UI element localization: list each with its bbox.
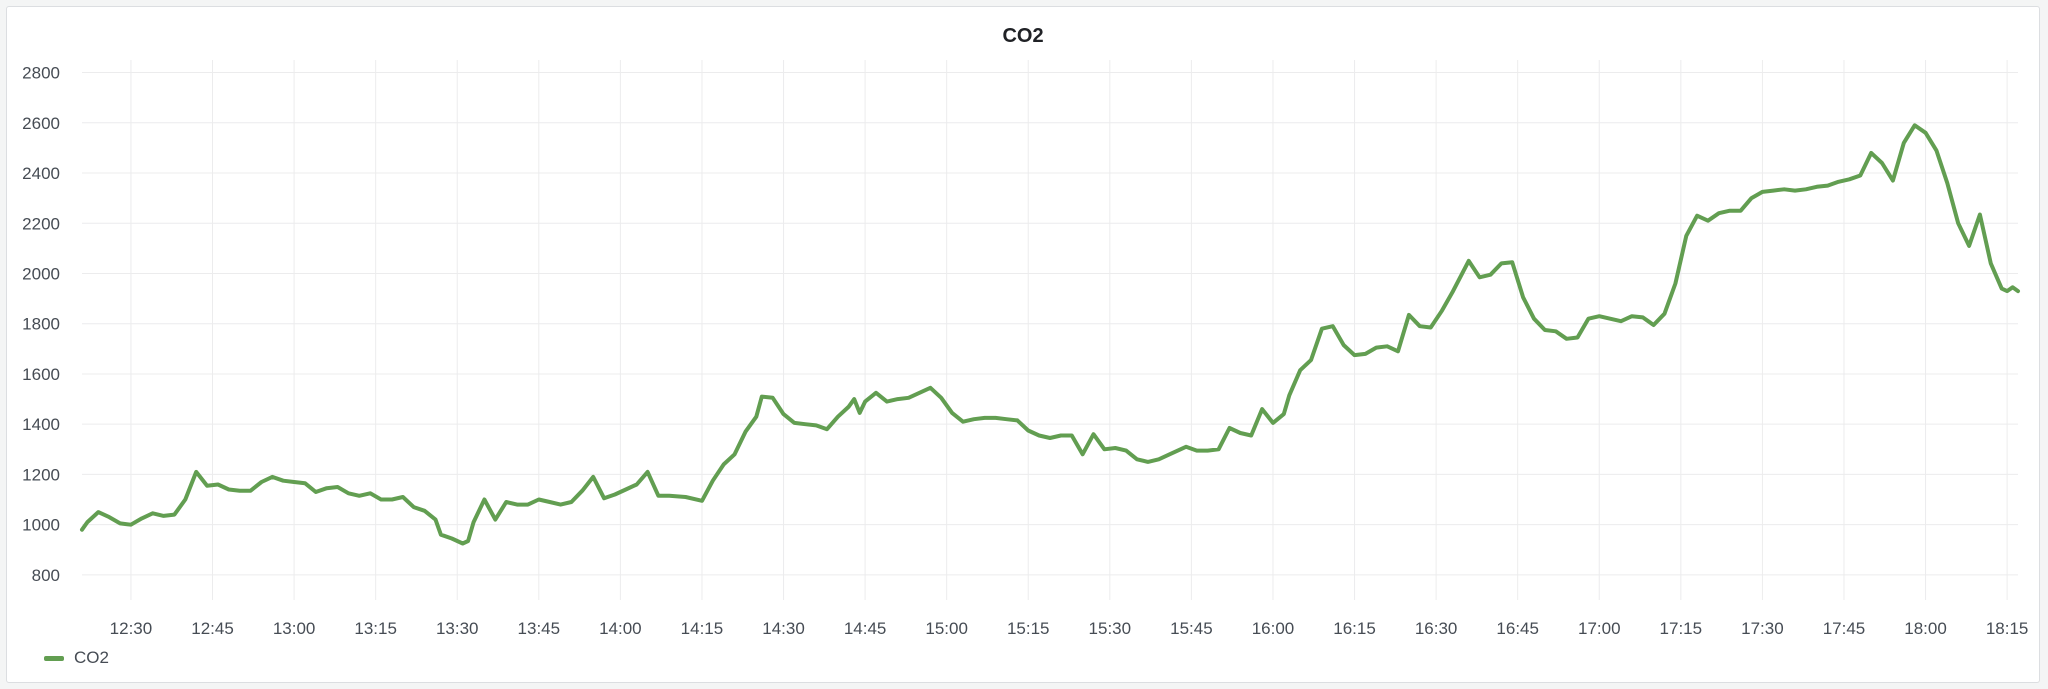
series-layer [80, 123, 2020, 546]
chart-panel: CO2 [6, 6, 2040, 683]
x-tick-label: 18:00 [1904, 619, 1947, 638]
y-tick-label: 1000 [22, 516, 60, 535]
y-tick-label: 2200 [22, 214, 60, 233]
x-tick-label: 12:30 [110, 619, 153, 638]
x-tick-label: 15:30 [1089, 619, 1132, 638]
x-tick-label: 17:45 [1823, 619, 1866, 638]
x-tick-label: 13:15 [354, 619, 397, 638]
x-tick-label: 13:30 [436, 619, 479, 638]
x-tick-label: 17:00 [1578, 619, 1621, 638]
x-tick-label: 18:15 [1986, 619, 2029, 638]
x-tick-label: 13:45 [518, 619, 561, 638]
y-tick-label: 2800 [22, 64, 60, 83]
series-line-co2[interactable] [80, 123, 2020, 546]
x-tick-label: 14:00 [599, 619, 642, 638]
legend-label-co2: CO2 [74, 648, 109, 667]
legend[interactable]: CO2 [44, 648, 109, 668]
y-tick-label: 1400 [22, 415, 60, 434]
y-tick-label: 1800 [22, 315, 60, 334]
x-tick-label: 16:00 [1252, 619, 1295, 638]
x-tick-label: 14:15 [681, 619, 724, 638]
y-tick-label: 800 [32, 566, 60, 585]
y-tick-label: 1200 [22, 465, 60, 484]
legend-swatch [44, 655, 64, 661]
x-tick-label: 17:30 [1741, 619, 1784, 638]
y-tick-label: 2400 [22, 164, 60, 183]
x-tick-label: 17:15 [1660, 619, 1703, 638]
x-tick-label: 14:45 [844, 619, 887, 638]
y-tick-label: 1600 [22, 365, 60, 384]
x-tick-label: 16:15 [1333, 619, 1376, 638]
x-tick-label: 16:30 [1415, 619, 1458, 638]
x-tick-label: 15:45 [1170, 619, 1213, 638]
x-tick-label: 15:15 [1007, 619, 1050, 638]
x-tick-label: 14:30 [762, 619, 805, 638]
x-tick-label: 13:00 [273, 619, 316, 638]
x-tick-label: 15:00 [925, 619, 968, 638]
y-axis-ticks: 800 1000 1200 1400 1600 1800 2000 2200 2400 2600 2… [22, 64, 60, 585]
y-tick-label: 2000 [22, 264, 60, 283]
x-axis-ticks: 12:30 12:45 13:00 13:15 13:30 13:45 14:00 14:15… [110, 619, 2029, 638]
x-tick-label: 12:45 [191, 619, 234, 638]
y-tick-label: 2600 [22, 114, 60, 133]
grid-lines [82, 60, 2018, 600]
x-tick-label: 16:45 [1496, 619, 1539, 638]
panel-title: CO2 [1002, 25, 1044, 47]
